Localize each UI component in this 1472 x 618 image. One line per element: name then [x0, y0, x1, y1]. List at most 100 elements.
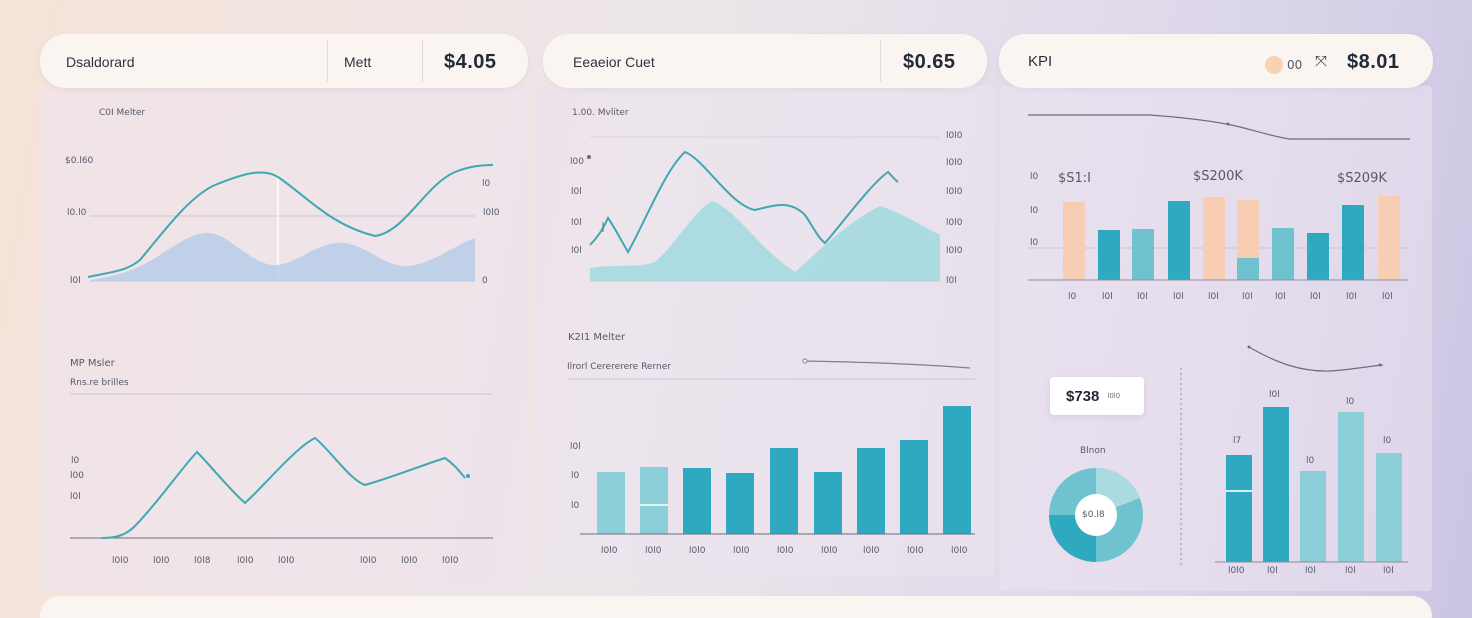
kpi-card[interactable]: $738 l0l0	[1050, 377, 1144, 415]
x-tick: l0l0	[863, 546, 880, 556]
trend-line	[1248, 346, 1384, 372]
y-tick: l0l0	[946, 218, 963, 228]
donut-center-value: $0.l8	[1082, 510, 1105, 520]
y-tick: l0l0	[483, 208, 500, 218]
y-tick: l0l0	[946, 246, 963, 256]
x-tick: l0l0	[821, 546, 838, 556]
trend-line	[1028, 114, 1410, 140]
bar	[726, 473, 754, 534]
data-point	[802, 358, 808, 364]
bar	[1300, 471, 1326, 562]
y-tick: l0l	[571, 218, 582, 228]
y-tick: l0	[1030, 172, 1039, 182]
y-tick: $0.l60	[65, 156, 94, 166]
y-tick: l00	[70, 471, 84, 481]
bar	[1307, 233, 1329, 280]
x-tick: l0l0	[601, 546, 618, 556]
x-tick: l0l	[1346, 292, 1357, 302]
y-tick: l0.l0	[67, 208, 87, 218]
bar	[1272, 228, 1294, 280]
bar	[770, 448, 798, 534]
bar	[1342, 205, 1364, 280]
bar	[1226, 455, 1252, 562]
x-tick: l0l0	[645, 546, 662, 556]
donut-hole	[1075, 494, 1117, 536]
bar	[900, 440, 928, 534]
x-tick: l0l0	[1228, 566, 1245, 576]
bar	[1263, 407, 1289, 562]
y-tick: l0	[482, 179, 491, 189]
y-tick: l0l	[571, 187, 582, 197]
kpi-value: $8.01	[1347, 51, 1400, 73]
metric-label[interactable]: Mett	[344, 54, 372, 70]
right-header: KPI 00 ⤧ $8.01	[999, 34, 1433, 88]
trend-line	[804, 360, 971, 369]
kpi-toggle-dot-icon[interactable]	[1265, 56, 1283, 74]
bar	[1376, 453, 1402, 562]
x-tick: l0l	[1208, 292, 1219, 302]
shuffle-icon[interactable]: ⤧	[1315, 53, 1328, 70]
bar	[640, 467, 668, 534]
bar-value-label: $S200K	[1193, 169, 1243, 184]
bar	[1378, 196, 1400, 280]
bar	[814, 472, 842, 534]
chart-subtitle: Rns.re brilles	[70, 378, 129, 388]
x-tick: l0l	[1267, 566, 1278, 576]
x-tick: l0l8	[194, 556, 211, 566]
y-tick: l0l	[946, 276, 957, 286]
metric-value: $4.05	[444, 51, 497, 73]
x-tick: l0l0	[360, 556, 377, 566]
kpi-toggle-text: 00	[1287, 58, 1303, 72]
bar	[1338, 412, 1364, 562]
left-panel	[40, 86, 528, 591]
bar-label: l0	[1306, 456, 1315, 466]
bar	[1168, 201, 1190, 280]
y-tick: l0l0	[946, 187, 963, 197]
bar-label: l0	[1383, 436, 1392, 446]
bar-label: l0	[1346, 397, 1355, 407]
chart-subtitle: Ilrorl Cerererere Rerner	[567, 362, 671, 372]
middle-header: Eeaeior Cuet $0.65	[543, 34, 987, 88]
bar-value-label: $S1:I	[1058, 171, 1092, 186]
y-tick: l0l0	[946, 158, 963, 168]
y-tick: l0l	[570, 442, 581, 452]
kpi-card-unit: l0l0	[1107, 392, 1121, 400]
x-tick: l0l0	[777, 546, 794, 556]
y-tick: l0l0	[946, 131, 963, 141]
x-tick: l0l0	[951, 546, 968, 556]
header-divider	[880, 40, 881, 82]
y-tick: l0l	[70, 492, 81, 502]
x-tick: l0l0	[442, 556, 459, 566]
x-tick: l0l	[1383, 566, 1394, 576]
line-series	[101, 436, 466, 539]
bar	[597, 472, 625, 534]
x-tick: l0l0	[907, 546, 924, 556]
bar	[1237, 258, 1259, 280]
x-tick: l0l	[1345, 566, 1356, 576]
x-tick: l0	[1068, 292, 1077, 302]
y-tick: l0	[571, 501, 580, 511]
x-tick: l0l0	[112, 556, 129, 566]
area-series	[90, 232, 475, 281]
bar	[943, 406, 971, 534]
x-tick: l0l	[1102, 292, 1113, 302]
y-tick: l0	[1030, 238, 1039, 248]
x-tick: l0l	[1305, 566, 1316, 576]
bar-label: l7	[1233, 436, 1242, 446]
data-point	[1247, 345, 1251, 349]
x-tick: l0l0	[278, 556, 295, 566]
chart-title[interactable]: Eeaeior Cuet	[573, 54, 655, 70]
donut-title: Blnon	[1080, 446, 1106, 456]
x-tick: l0l	[1137, 292, 1148, 302]
x-tick: l0l	[1382, 292, 1393, 302]
data-point	[587, 155, 591, 159]
bar	[1098, 230, 1120, 280]
x-tick: l0l0	[733, 546, 750, 556]
header-divider	[327, 40, 328, 82]
data-point	[1378, 363, 1382, 367]
